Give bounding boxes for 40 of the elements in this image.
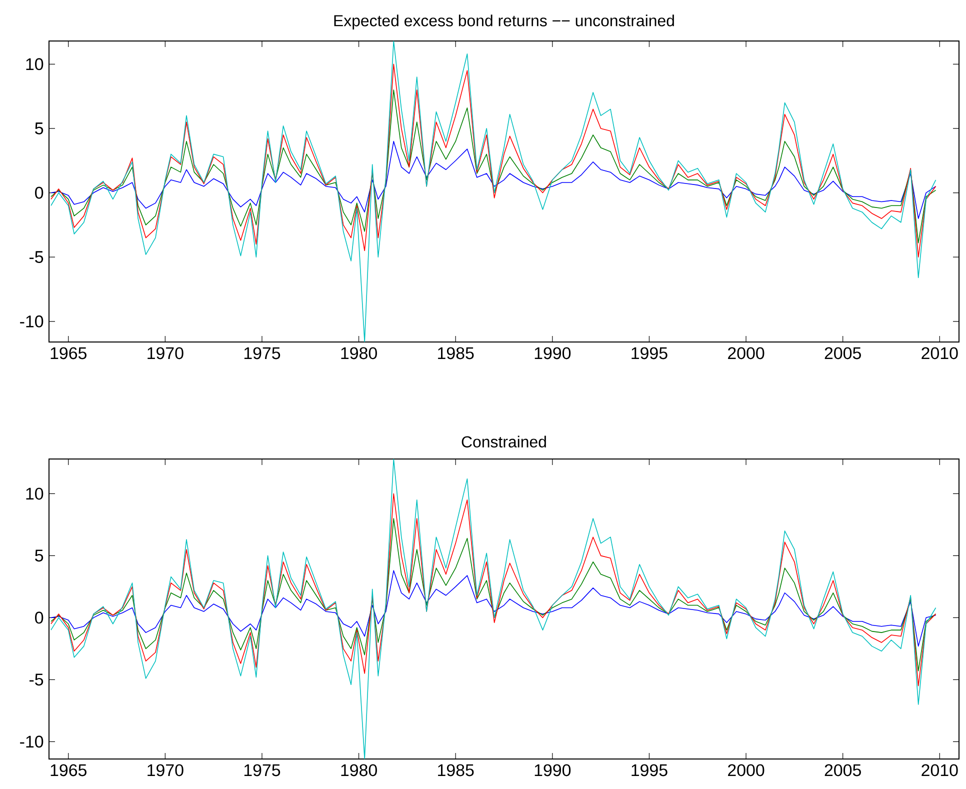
x-tick-label: 1995 <box>632 764 668 776</box>
line-series <box>50 459 936 759</box>
x-tick-label: 2000 <box>728 764 764 776</box>
line-series <box>50 89 936 244</box>
x-tick-label: 2010 <box>922 764 958 776</box>
line-series <box>50 64 936 258</box>
y-tick-label: -10 <box>20 736 44 748</box>
y-tick-label: 5 <box>35 550 44 562</box>
x-tick-label: 2010 <box>922 347 958 360</box>
y-tick-label: -5 <box>29 674 44 686</box>
x-tick-label: 1970 <box>148 347 184 360</box>
y-tick-label: 10 <box>26 488 44 500</box>
x-tick-label: 1995 <box>632 347 668 360</box>
line-series <box>50 570 936 647</box>
line-series <box>50 40 936 342</box>
x-tick-label: 1990 <box>534 347 571 360</box>
x-tick-label: 2005 <box>824 347 861 360</box>
x-tick-label: 1980 <box>341 764 377 776</box>
x-tick-label: 1980 <box>341 347 377 360</box>
y-tick-label: -5 <box>29 251 44 264</box>
y-tick-label: -10 <box>20 315 44 328</box>
line-series <box>50 518 936 672</box>
x-tick-label: 1975 <box>244 347 280 360</box>
line-series <box>50 140 936 219</box>
x-tick-label: 1985 <box>438 347 474 360</box>
chart-title: Expected excess bond returns −− unconstrained <box>334 14 674 30</box>
x-tick-label: 1965 <box>50 347 86 360</box>
x-tick-label: 1985 <box>438 764 474 776</box>
y-tick-label: 0 <box>35 612 44 624</box>
y-tick-label: 0 <box>35 186 44 199</box>
x-tick-label: 1970 <box>148 764 184 776</box>
x-tick-label: 1990 <box>534 764 571 776</box>
y-tick-label: 5 <box>35 122 44 134</box>
x-tick-label: 2000 <box>728 347 764 360</box>
x-tick-label: 2005 <box>824 764 861 776</box>
chart-title: Constrained <box>462 436 546 448</box>
x-tick-label: 1975 <box>244 764 280 776</box>
line-series <box>50 493 936 686</box>
y-tick-label: 10 <box>26 58 44 70</box>
x-tick-label: 1965 <box>50 764 86 776</box>
